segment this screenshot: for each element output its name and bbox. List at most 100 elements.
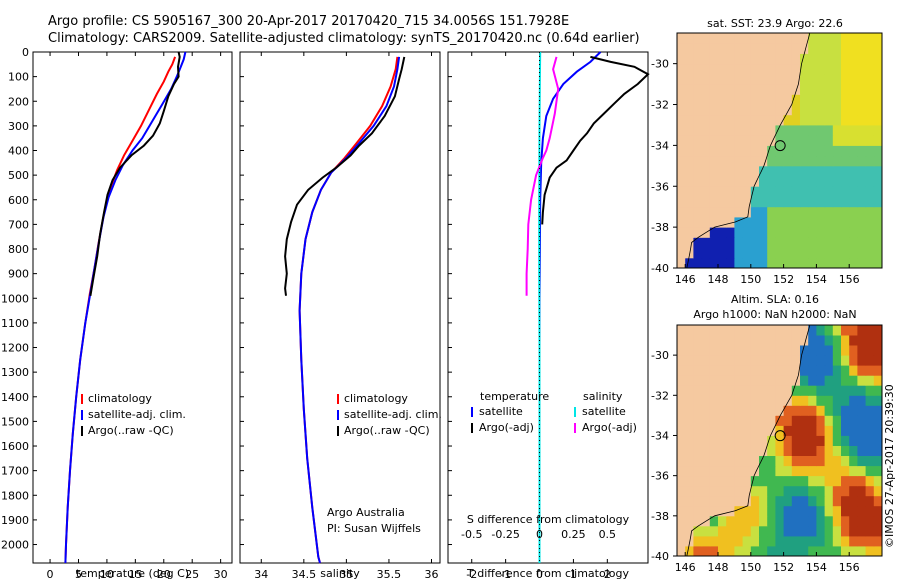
map-cell [734,546,744,557]
map-cell [734,94,744,105]
map-cell [759,365,768,376]
y-tick-label: 900 [8,268,29,281]
map-cell [849,345,858,356]
map-cell [750,375,760,386]
map-cell [767,435,776,446]
map-cell [832,63,842,75]
map-cell [693,114,703,126]
map-cell [808,505,817,517]
map-cell [783,425,793,436]
map-cell [685,355,694,366]
map-cell [832,104,842,116]
map-cell [800,375,809,386]
map-cell [759,455,768,467]
map-cell [841,84,850,95]
map-cell [857,515,867,527]
map-cell [824,176,834,187]
map-cell [783,405,793,416]
map-cell [865,53,875,65]
map-cell [677,546,686,557]
map-cell [726,345,735,356]
map-cell [849,546,858,557]
map-cell [857,495,867,507]
map-cell [783,84,793,95]
map-cell [849,395,858,406]
map-cell [816,325,826,336]
map-cell [800,325,809,336]
map-cell [693,216,703,228]
map-cell [873,145,883,157]
map-cell [775,237,785,248]
map-cell [775,485,785,497]
plot-frame [32,51,233,564]
map-cell [693,465,703,477]
map-cell [685,455,694,467]
map-cell [709,53,719,65]
legend-group-temperature: temperature [480,390,549,403]
map-cell [701,84,711,95]
map-cell [857,94,867,105]
map-cell [849,415,858,426]
map-cell [701,176,711,187]
map-cell [857,395,867,406]
x-tick-label: 146 [675,561,696,574]
map-cell [685,196,694,208]
map-cell [873,515,883,527]
map-cell [808,216,817,228]
map-cell [701,237,711,248]
map-cell [701,415,711,426]
map-cell [693,495,703,507]
map-cell [734,465,744,477]
map-cell [742,257,752,269]
map-cell [718,94,727,105]
map-cell [824,135,834,146]
map-cell [865,176,875,187]
map-cell [783,216,793,228]
map-cell [791,465,801,477]
map-cell [816,237,826,248]
map-cell [873,415,883,426]
map-cell [750,345,760,356]
map-cell [841,114,850,126]
map-cell [734,155,744,167]
map-cell [791,325,801,336]
map-cell [759,395,768,406]
map-cell [726,505,735,517]
map-cell [841,257,850,269]
map-cell [800,247,809,259]
map-cell [693,335,703,346]
map-cell [750,425,760,436]
map-cell [726,475,735,487]
map-cell [709,325,719,336]
map-cell [726,63,735,75]
map-cell [849,196,858,208]
map-cell [873,535,883,547]
map-cell [677,445,686,456]
map-cell [824,495,834,507]
map-cell [718,53,727,65]
map-cell [873,53,883,65]
map-cell [824,43,834,54]
map-cell [677,114,686,126]
map-cell [685,43,694,54]
map-cell [767,33,776,44]
map-cell [709,237,719,248]
map-cell [718,445,727,456]
map-cell [685,325,694,336]
map-cell [824,84,834,95]
map-cell [742,145,752,157]
map-cell [718,176,727,187]
map-cell [693,375,703,386]
map-cell [783,257,793,269]
map-cell [726,535,735,547]
map-cell [677,216,686,228]
salinity-tick-label: 0.25 [561,528,586,541]
map-cell [701,435,711,446]
map-cell [709,415,719,426]
map-cell [832,247,842,259]
map-cell [742,216,752,228]
map-cell [750,485,760,497]
map-cell [832,94,842,105]
map-cell [824,465,834,477]
map-cell [865,515,875,527]
